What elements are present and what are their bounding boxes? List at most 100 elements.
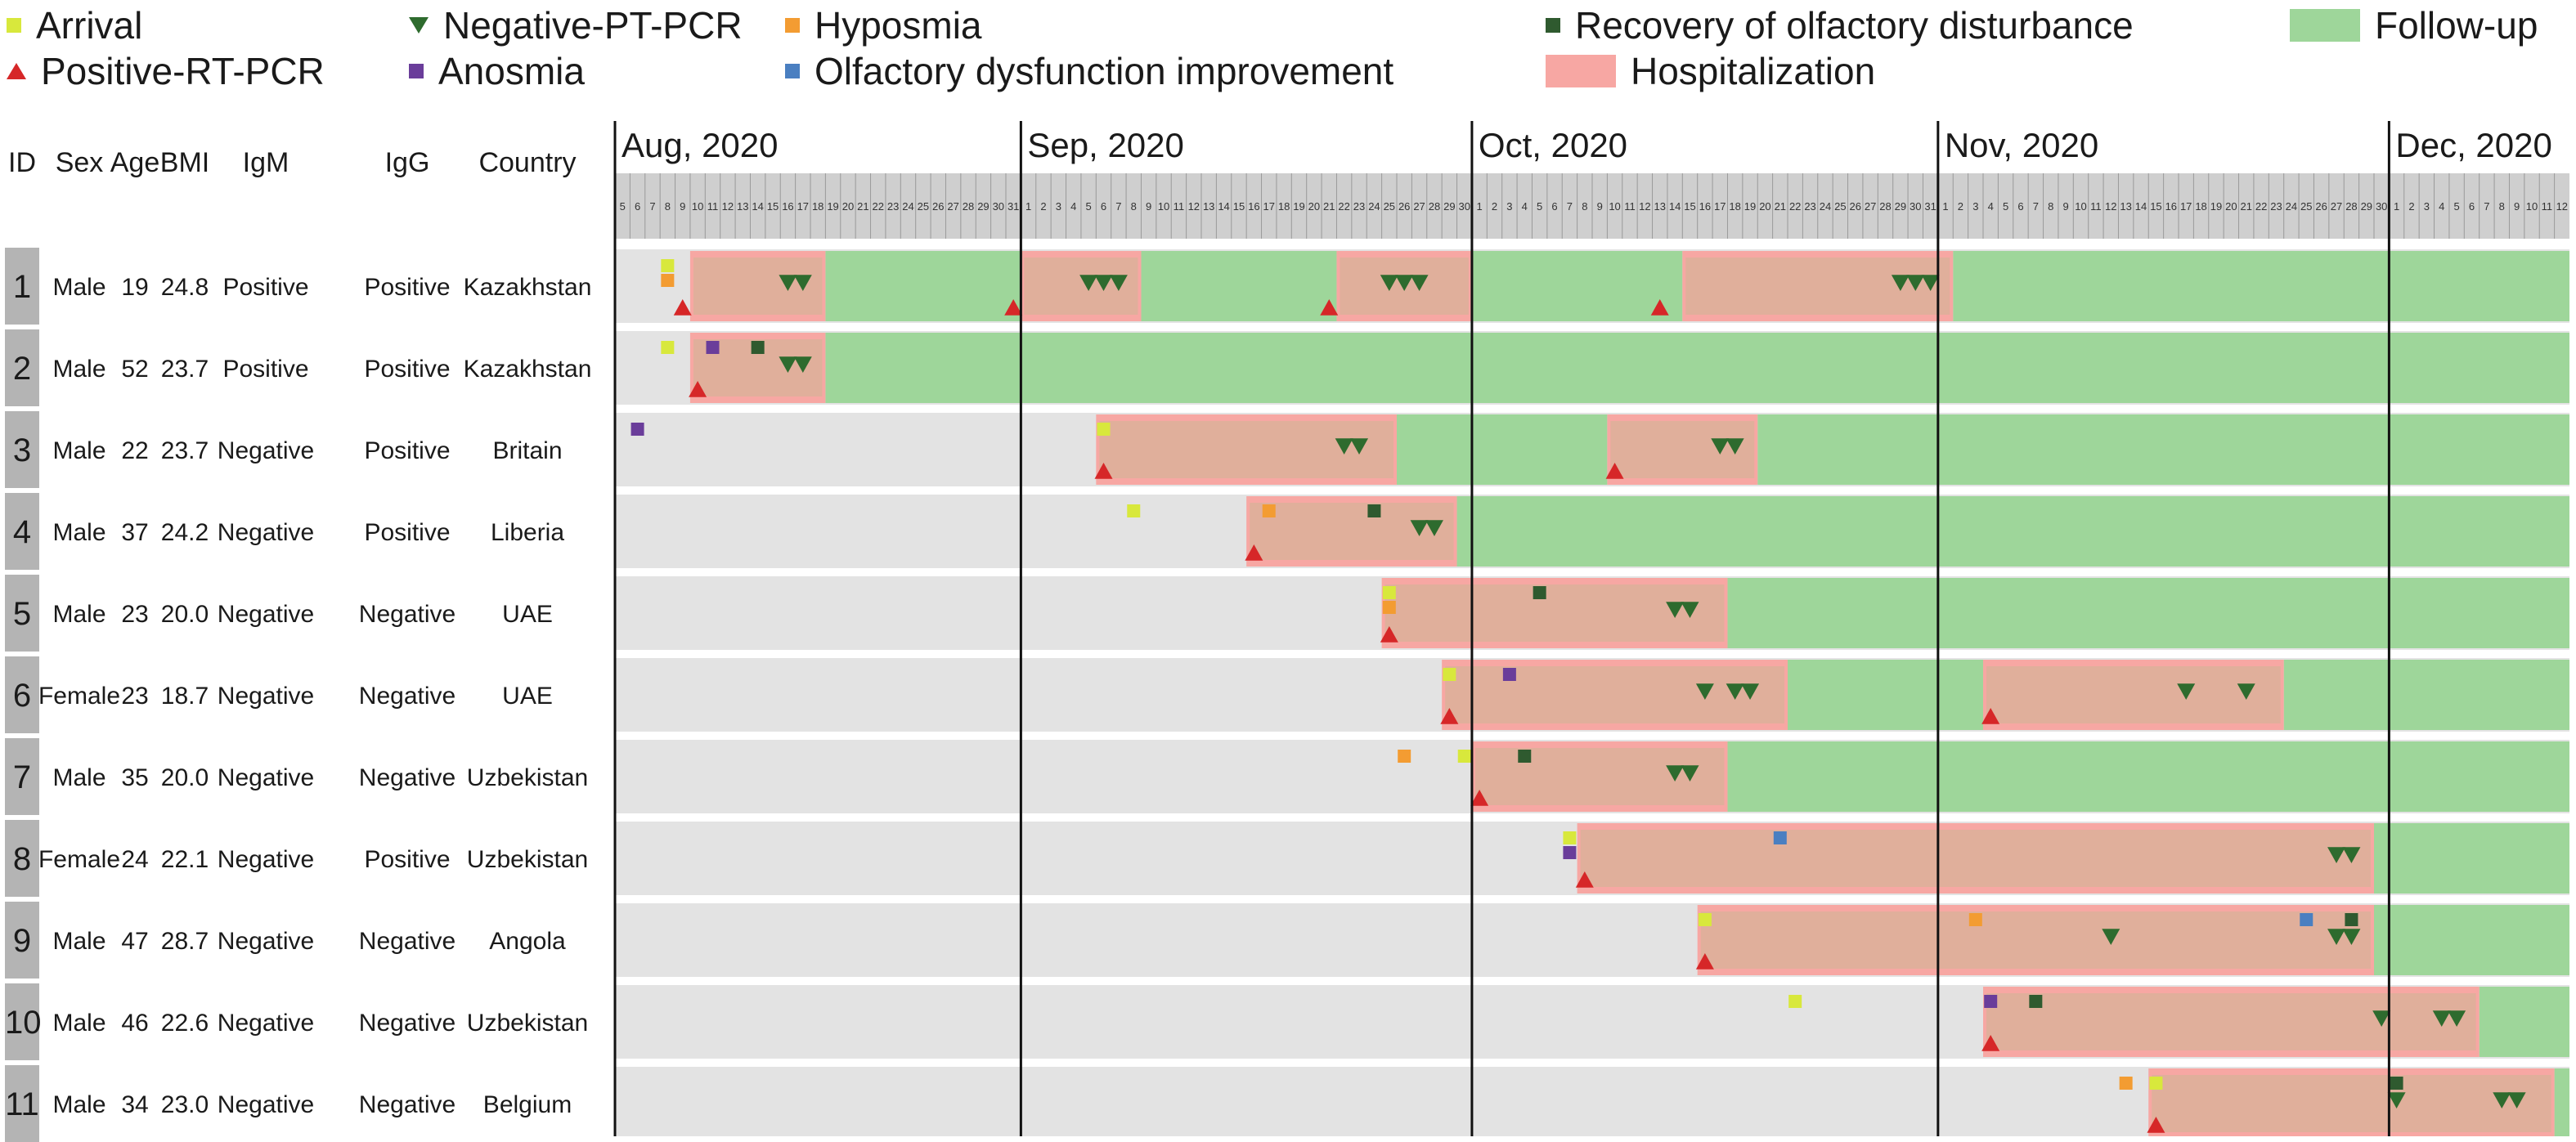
day-tick-label: 29	[2361, 200, 2372, 213]
row-id-box	[5, 656, 39, 733]
cell-country: Uzbekistan	[466, 846, 589, 873]
day-tick-label: 5	[2003, 200, 2008, 213]
timeline-row	[615, 1067, 2569, 1136]
recovery-marker	[2390, 1077, 2403, 1090]
row-id: 2	[12, 351, 32, 387]
day-tick-label: 3	[1972, 200, 1978, 213]
cell-age: 22	[121, 437, 149, 464]
cell-sex: Male	[52, 356, 106, 383]
negative-pcr-marker	[2372, 1010, 2391, 1027]
day-tick-label: 7	[1115, 200, 1121, 213]
cell-country: Britain	[492, 437, 563, 464]
day-tick-label: 9	[680, 200, 685, 213]
day-tick-label: 30	[993, 200, 1004, 213]
day-tick-label: 27	[2331, 200, 2342, 213]
day-tick-label: 31	[1924, 200, 1936, 213]
day-tick-label: 29	[1443, 200, 1455, 213]
column-header: Country	[478, 147, 577, 178]
cell-sex: Male	[52, 437, 106, 464]
day-tick-label: 1	[2394, 200, 2399, 213]
positive-pcr-marker	[1605, 463, 1624, 479]
day-tick-label: 25	[918, 200, 929, 213]
timeline-row	[615, 903, 2569, 977]
row-id: 7	[12, 759, 32, 795]
positive-pcr-marker	[689, 381, 707, 397]
column-header: BMI	[159, 147, 210, 178]
cell-country: Liberia	[490, 519, 565, 546]
day-tick-label: 7	[2484, 200, 2489, 213]
legend-symbol-icon	[1546, 18, 1560, 33]
recovery-marker	[1518, 750, 1532, 763]
day-tick-label: 8	[665, 200, 671, 213]
legend-symbol-icon	[1546, 55, 1616, 87]
legend-label: Arrival	[36, 4, 143, 47]
cell-age: 34	[121, 1091, 149, 1118]
positive-pcr-marker	[1981, 708, 2000, 724]
day-tick-label: 22	[1789, 200, 1801, 213]
row-id-box	[5, 820, 39, 897]
positive-pcr-marker	[1981, 1035, 2000, 1051]
timeline-row	[615, 495, 2569, 568]
hospitalization-bar-inner	[1700, 911, 2371, 969]
cell-bmi: 24.8	[160, 274, 209, 301]
hospitalization-bar-inner	[1250, 503, 1454, 560]
day-tick-label: 20	[1759, 200, 1770, 213]
negative-pcr-marker	[2342, 929, 2361, 945]
cell-igm: Negative	[217, 764, 315, 791]
cell-igg: Positive	[364, 437, 451, 464]
cell-igg: Negative	[358, 1091, 456, 1118]
negative-pcr-marker	[1410, 275, 1429, 291]
timeline-row	[615, 985, 2569, 1059]
cell-igm: Negative	[217, 928, 315, 955]
column-header: Age	[110, 147, 160, 178]
recovery-marker	[1533, 586, 1546, 599]
legend-label: Positive-RT-PCR	[41, 50, 325, 92]
day-tick-label: 9	[2062, 200, 2068, 213]
hyposmia-marker	[1398, 750, 1411, 763]
day-tick-label: 4	[1522, 200, 1528, 213]
legend-label: Negative-PT-PCR	[443, 4, 743, 47]
legend-symbol-icon	[409, 64, 424, 78]
day-tick-label: 18	[1278, 200, 1290, 213]
day-tick-label: 31	[1008, 200, 1019, 213]
day-tick-label: 4	[1070, 200, 1076, 213]
day-tick-label: 3	[2424, 200, 2430, 213]
day-tick-label: 3	[1056, 200, 1061, 213]
day-tick-label: 11	[1624, 200, 1636, 213]
negative-pcr-marker	[1666, 765, 1685, 781]
day-tick-label: 6	[635, 200, 640, 213]
negative-pcr-marker	[2102, 929, 2120, 945]
row-id-box	[5, 411, 39, 488]
cell-sex: Male	[52, 601, 106, 628]
negative-pcr-marker	[2507, 1092, 2526, 1108]
negative-pcr-marker	[2342, 847, 2361, 863]
row-id: 4	[12, 514, 32, 550]
legend-symbol-icon	[409, 17, 429, 34]
legend-label: Recovery of olfactory disturbance	[1575, 4, 2134, 47]
cell-sex: Male	[52, 928, 106, 955]
cell-igg: Negative	[358, 1010, 456, 1037]
cell-sex: Male	[52, 274, 106, 301]
cell-igg: Positive	[364, 519, 451, 546]
negative-pcr-marker	[793, 275, 812, 291]
hyposmia-marker	[1262, 504, 1276, 517]
timeline-row	[615, 658, 2569, 732]
follow-up-bar	[825, 333, 2569, 403]
row-id: 6	[12, 678, 32, 714]
arrival-marker	[1563, 831, 1577, 844]
follow-up-bar	[1456, 496, 2569, 567]
negative-pcr-marker	[779, 275, 797, 291]
cell-bmi: 24.2	[160, 519, 209, 546]
day-tick-label: 4	[2439, 200, 2444, 213]
arrival-marker	[1698, 913, 1712, 926]
cell-igm: Negative	[217, 846, 315, 873]
cell-bmi: 23.7	[160, 356, 209, 383]
negative-pcr-marker	[1425, 520, 1443, 536]
day-tick-label: 11	[2542, 200, 2553, 213]
day-tick-label: 13	[2120, 200, 2131, 213]
day-tick-label: 24	[2286, 200, 2297, 213]
cell-country: Kazakhstan	[463, 274, 592, 301]
cell-bmi: 28.7	[160, 928, 209, 955]
positive-pcr-marker	[1440, 708, 1459, 724]
day-tick-label: 6	[2469, 200, 2475, 213]
